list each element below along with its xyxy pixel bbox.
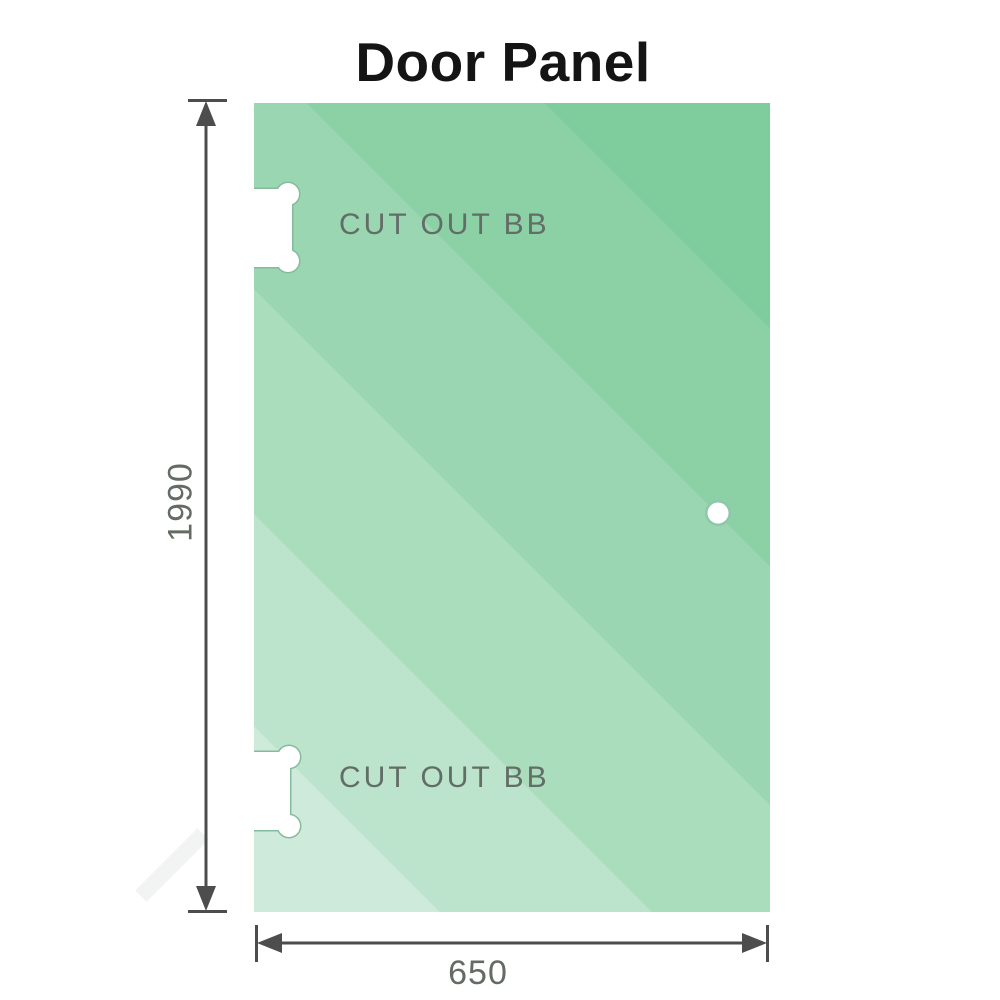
cutout-label-top: CUT OUT BB (339, 208, 550, 241)
width-dimension-label: 650 (448, 954, 508, 992)
height-dimension-label: 1990 (161, 462, 200, 542)
reflection-streak (135, 828, 209, 902)
width-dimension-line (255, 925, 769, 962)
page-title: Door Panel (355, 31, 651, 93)
cutout-label-bottom: CUT OUT BB (339, 761, 550, 794)
glass-panel (254, 103, 770, 912)
